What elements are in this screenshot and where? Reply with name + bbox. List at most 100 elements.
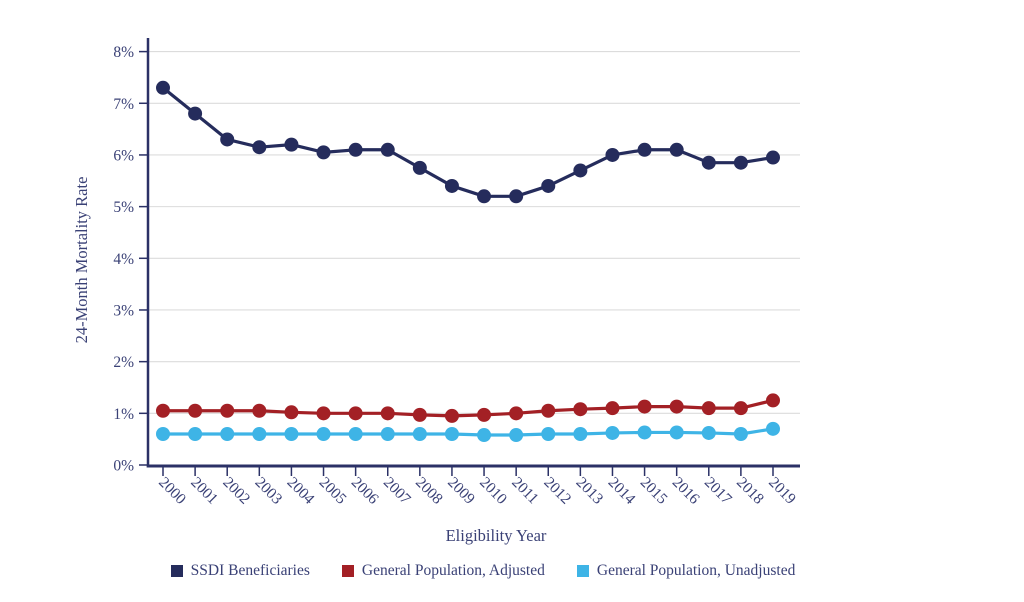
data-point	[669, 399, 684, 414]
data-point	[765, 150, 780, 165]
x-tick-label: 2005	[316, 474, 350, 508]
x-tick-label: 2016	[669, 474, 703, 508]
x-tick-label: 2019	[765, 474, 799, 508]
x-tick-label: 2000	[155, 474, 189, 508]
data-point	[348, 426, 363, 441]
data-point	[156, 403, 170, 418]
legend-swatch	[170, 565, 183, 577]
data-point	[541, 178, 556, 193]
legend-label: General Population, Adjusted	[361, 562, 545, 579]
data-point	[380, 142, 395, 157]
data-point	[573, 402, 588, 417]
legend-label: General Population, Unadjusted	[596, 562, 796, 579]
data-point	[637, 425, 652, 440]
data-point	[477, 428, 492, 443]
data-point	[284, 426, 299, 441]
legend-swatch	[576, 565, 589, 577]
x-tick-label: 2008	[412, 474, 446, 508]
x-tick-label: 2010	[476, 474, 510, 508]
data-point	[669, 142, 684, 157]
y-tick-label: 2%	[113, 354, 134, 371]
x-tick-label: 2013	[573, 474, 607, 508]
y-tick-label: 0%	[113, 458, 134, 475]
data-point	[412, 407, 427, 422]
data-point	[284, 405, 299, 420]
data-point	[220, 403, 235, 418]
data-point	[477, 407, 492, 422]
y-tick-label: 1%	[113, 406, 134, 423]
data-point	[412, 160, 427, 175]
data-point	[284, 137, 299, 152]
x-tick-label: 2001	[187, 474, 221, 508]
x-tick-label: 2014	[605, 474, 639, 508]
data-point	[573, 163, 588, 178]
data-point	[444, 408, 459, 423]
legend-item: SSDI Beneficiaries	[170, 562, 310, 580]
data-point	[188, 106, 203, 121]
series-line-0	[161, 86, 774, 198]
x-tick-label: 2003	[251, 474, 285, 508]
y-tick-label: 8%	[113, 44, 134, 61]
data-point	[188, 426, 203, 441]
x-tick-label: 2012	[540, 474, 574, 508]
data-point	[509, 189, 524, 204]
data-point	[669, 425, 684, 440]
x-tick-label: 2015	[637, 474, 671, 508]
data-point	[220, 426, 235, 441]
data-point	[701, 425, 716, 440]
data-point	[348, 406, 363, 421]
data-point	[316, 406, 331, 421]
data-point	[637, 399, 652, 414]
y-tick-label: 4%	[113, 251, 134, 268]
x-tick-label: 2007	[380, 474, 414, 508]
data-point	[252, 426, 267, 441]
data-point	[733, 155, 748, 170]
x-tick-label: 2018	[733, 474, 767, 508]
data-point	[380, 406, 395, 421]
data-point	[444, 178, 459, 193]
data-point	[541, 426, 556, 441]
data-point	[444, 426, 459, 441]
data-point	[541, 403, 556, 418]
data-point	[605, 425, 620, 440]
data-point	[637, 142, 652, 157]
chart-legend: SSDI Beneficiaries General Population, Ad…	[0, 561, 966, 581]
data-point	[316, 426, 331, 441]
legend-item: General Population, Adjusted	[341, 562, 545, 580]
data-point	[573, 426, 588, 441]
data-point	[733, 401, 748, 416]
data-point	[156, 426, 170, 441]
y-axis-title: 24-Month Mortality Rate	[72, 176, 91, 344]
data-point	[605, 401, 620, 416]
x-tick-label: 2004	[284, 474, 318, 508]
data-point	[316, 145, 331, 160]
data-point	[477, 189, 492, 204]
y-tick-label: 3%	[113, 302, 134, 319]
legend-item: General Population, Unadjusted	[576, 562, 796, 580]
data-point	[509, 406, 524, 421]
data-point	[252, 140, 267, 155]
y-tick-label: 5%	[113, 199, 134, 216]
data-point	[252, 403, 267, 418]
x-tick-label: 2017	[701, 474, 735, 508]
x-axis-title: Eligibility Year	[445, 526, 547, 545]
data-point	[765, 393, 780, 408]
y-tick-label: 6%	[113, 147, 134, 164]
x-tick-label: 2011	[508, 474, 542, 508]
data-point	[380, 426, 395, 441]
legend-swatch	[341, 565, 354, 577]
data-point	[605, 147, 620, 162]
legend-label: SSDI Beneficiaries	[190, 562, 310, 579]
x-tick-label: 2002	[219, 474, 253, 508]
data-point	[509, 428, 524, 443]
data-point	[733, 426, 748, 441]
data-point	[156, 80, 170, 95]
y-tick-label: 7%	[113, 96, 134, 113]
data-point	[348, 142, 363, 157]
x-tick-label: 2006	[348, 474, 382, 508]
data-point	[701, 401, 716, 416]
data-point	[765, 421, 780, 436]
x-tick-label: 2009	[444, 474, 478, 508]
